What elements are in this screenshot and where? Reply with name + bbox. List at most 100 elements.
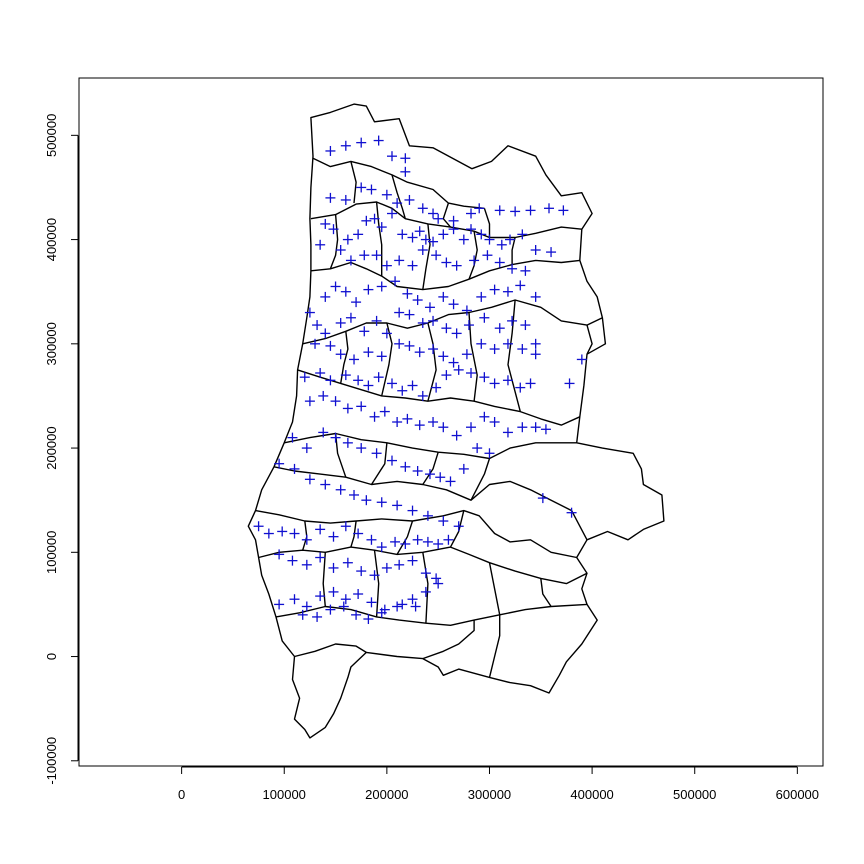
point-marker bbox=[530, 291, 541, 302]
point-marker bbox=[287, 555, 298, 566]
point-marker bbox=[489, 344, 500, 355]
point-marker bbox=[320, 218, 331, 229]
point-marker bbox=[448, 357, 459, 368]
point-marker bbox=[417, 317, 428, 328]
point-marker bbox=[476, 338, 487, 349]
point-marker bbox=[469, 255, 480, 266]
point-marker bbox=[428, 208, 439, 219]
point-marker bbox=[386, 151, 397, 162]
point-marker bbox=[394, 307, 405, 318]
point-marker bbox=[412, 465, 423, 476]
point-marker bbox=[335, 349, 346, 360]
point-marker bbox=[310, 338, 321, 349]
internal-boundary bbox=[511, 237, 516, 265]
point-marker bbox=[428, 236, 439, 247]
internal-boundary bbox=[294, 643, 367, 658]
internal-boundary bbox=[350, 520, 357, 548]
point-marker bbox=[289, 463, 300, 474]
point-marker bbox=[489, 284, 500, 295]
x-tick-label: 600000 bbox=[776, 787, 819, 802]
internal-boundary bbox=[468, 312, 478, 402]
point-marker bbox=[520, 265, 531, 276]
point-marker bbox=[458, 463, 469, 474]
point-marker bbox=[312, 611, 323, 622]
internal-boundary bbox=[370, 442, 388, 485]
point-marker bbox=[299, 372, 310, 383]
point-marker bbox=[349, 489, 360, 500]
internal-boundary bbox=[302, 299, 603, 345]
point-marker bbox=[390, 536, 401, 547]
point-marker bbox=[342, 557, 353, 568]
point-marker bbox=[363, 380, 374, 391]
point-marker bbox=[353, 375, 364, 386]
point-marker bbox=[420, 568, 431, 579]
point-marker bbox=[433, 538, 444, 549]
point-marker bbox=[328, 562, 339, 573]
point-marker bbox=[376, 607, 387, 618]
point-marker bbox=[420, 586, 431, 597]
point-marker bbox=[537, 493, 548, 504]
point-marker bbox=[407, 232, 418, 243]
internal-boundary bbox=[275, 603, 588, 626]
point-marker bbox=[376, 497, 387, 508]
point-marker bbox=[366, 184, 377, 195]
internal-boundary bbox=[507, 299, 521, 412]
point-marker bbox=[359, 250, 370, 261]
point-marker bbox=[287, 432, 298, 443]
point-marker bbox=[448, 224, 459, 235]
x-tick-label: 400000 bbox=[570, 787, 613, 802]
y-tick-label: 500000 bbox=[44, 114, 59, 157]
point-marker bbox=[356, 443, 367, 454]
internal-boundary bbox=[396, 520, 414, 555]
point-marker bbox=[381, 260, 392, 271]
point-marker bbox=[315, 591, 326, 602]
point-marker bbox=[494, 257, 505, 268]
point-marker bbox=[392, 198, 403, 209]
point-marker bbox=[371, 315, 382, 326]
y-tick-label: 100000 bbox=[44, 531, 59, 574]
outer-boundary bbox=[247, 103, 665, 739]
internal-boundary bbox=[255, 509, 577, 559]
point-marker bbox=[315, 368, 326, 379]
point-marker bbox=[402, 413, 413, 424]
point-marker bbox=[525, 378, 536, 389]
point-marker bbox=[510, 206, 521, 217]
point-marker bbox=[366, 534, 377, 545]
point-marker bbox=[451, 260, 462, 271]
internal-boundary bbox=[340, 331, 349, 384]
internal-boundary bbox=[540, 578, 552, 607]
internal-boundary bbox=[449, 510, 465, 548]
point-marker bbox=[361, 215, 372, 226]
point-marker bbox=[376, 351, 387, 362]
point-marker bbox=[328, 586, 339, 597]
point-marker bbox=[253, 521, 264, 532]
point-marker bbox=[479, 372, 490, 383]
point-marker bbox=[466, 368, 477, 379]
point-marker bbox=[438, 229, 449, 240]
region-boundaries bbox=[247, 103, 665, 739]
point-marker bbox=[484, 234, 495, 245]
internal-boundary bbox=[488, 614, 501, 678]
point-marker bbox=[505, 234, 516, 245]
point-marker bbox=[381, 562, 392, 573]
point-marker bbox=[433, 213, 444, 224]
internal-boundary bbox=[284, 432, 577, 460]
data-points bbox=[253, 135, 587, 625]
point-marker bbox=[356, 137, 367, 148]
point-marker bbox=[435, 472, 446, 483]
internal-boundary bbox=[427, 322, 437, 402]
point-marker bbox=[414, 420, 425, 431]
point-marker bbox=[494, 323, 505, 334]
point-marker bbox=[422, 536, 433, 547]
x-axis: 0 100000 200000 300000 400000 500000 600000 bbox=[178, 766, 819, 802]
point-marker bbox=[361, 495, 372, 506]
internal-boundary bbox=[329, 214, 339, 270]
point-marker bbox=[458, 234, 469, 245]
point-marker bbox=[325, 340, 336, 351]
point-marker bbox=[330, 281, 341, 292]
internal-boundary bbox=[273, 466, 588, 541]
internal-boundary bbox=[586, 324, 593, 355]
point-marker bbox=[312, 320, 323, 331]
point-marker bbox=[530, 422, 541, 433]
point-marker bbox=[466, 224, 477, 235]
